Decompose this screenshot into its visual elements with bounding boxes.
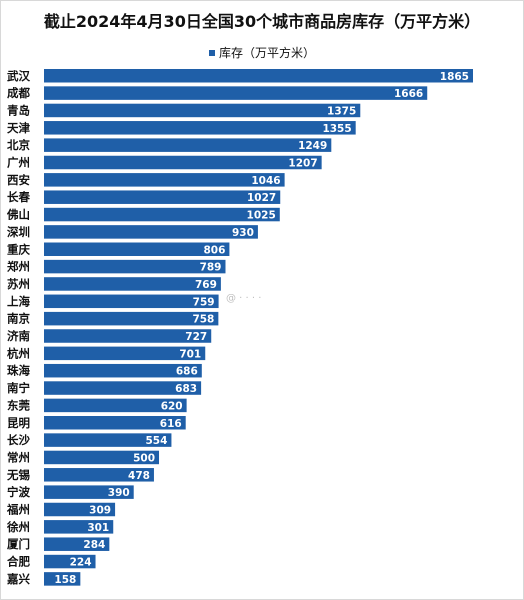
- bar-value-label: 1375: [327, 105, 356, 117]
- category-label: 郑州: [7, 260, 30, 274]
- bar-value-label: 284: [83, 539, 105, 551]
- category-label: 宁波: [7, 485, 30, 499]
- category-label: 成都: [7, 86, 30, 100]
- bar: [44, 450, 160, 465]
- bar: [44, 69, 473, 83]
- bar: [44, 572, 81, 586]
- bar: [44, 554, 96, 569]
- bar-value-label: 478: [128, 470, 150, 482]
- category-label: 天津: [7, 121, 30, 135]
- bar-value-label: 1207: [288, 158, 317, 170]
- bar-value-label: 806: [203, 244, 225, 256]
- bar: [44, 311, 219, 326]
- category-label: 济南: [7, 329, 30, 343]
- category-label: 重庆: [7, 242, 30, 256]
- bar-value-label: 158: [54, 574, 76, 586]
- bar-value-label: 309: [89, 505, 111, 517]
- category-label: 常州: [7, 450, 30, 464]
- bar-value-label: 1249: [298, 140, 327, 152]
- bar: [44, 103, 361, 118]
- bar: [44, 468, 154, 482]
- category-label: 杭州: [7, 346, 30, 360]
- bar-value-label: 683: [175, 383, 197, 395]
- bar: [44, 242, 230, 256]
- bar-value-label: 701: [179, 348, 201, 360]
- bar: [44, 502, 116, 517]
- category-label: 西安: [7, 173, 30, 187]
- bar-value-label: 1025: [247, 210, 276, 222]
- bar: [44, 398, 187, 413]
- bar: [44, 294, 219, 309]
- category-label: 徐州: [6, 520, 30, 534]
- bar: [44, 155, 322, 170]
- category-label: 厦门: [7, 537, 30, 551]
- bar-value-label: 789: [200, 262, 222, 274]
- category-label: 北京: [7, 138, 30, 152]
- bar: [44, 225, 258, 239]
- bar-value-label: 930: [232, 227, 254, 239]
- bar-value-label: 224: [70, 557, 92, 569]
- category-label: 珠海: [7, 364, 30, 378]
- bar-value-label: 1865: [440, 71, 469, 83]
- bar: [44, 485, 134, 499]
- bar-value-label: 1666: [394, 88, 423, 100]
- category-label: 青岛: [7, 103, 30, 117]
- bar: [44, 363, 202, 378]
- bar-value-label: 620: [161, 400, 183, 412]
- bar: [44, 207, 280, 222]
- category-label: 合肥: [7, 555, 30, 569]
- bar-value-label: 1027: [247, 192, 276, 204]
- bar-value-label: 1046: [251, 175, 280, 187]
- bar-value-label: 390: [108, 487, 130, 499]
- bar: [44, 173, 285, 187]
- bar-value-label: 759: [193, 296, 215, 308]
- bar: [44, 537, 110, 551]
- category-label: 长沙: [7, 433, 30, 447]
- bar-value-label: 554: [146, 435, 168, 447]
- bar-value-label: 727: [185, 331, 207, 343]
- category-label: 佛山: [6, 208, 30, 222]
- bar: [44, 138, 332, 152]
- category-label: 东莞: [7, 398, 30, 412]
- category-label: 武汉: [7, 69, 30, 83]
- bar: [44, 381, 202, 395]
- bar: [44, 259, 226, 274]
- category-label: 南宁: [7, 381, 30, 395]
- bar: [44, 277, 221, 291]
- category-label: 昆明: [7, 416, 30, 430]
- bar-value-label: 301: [87, 522, 109, 534]
- bar: [44, 416, 186, 430]
- bar: [44, 86, 428, 100]
- category-label: 上海: [7, 294, 30, 308]
- bar-value-label: 500: [133, 452, 155, 464]
- category-label: 苏州: [7, 277, 30, 291]
- bar: [44, 346, 206, 361]
- category-label: 福州: [6, 503, 30, 517]
- chart-legend: 库存（万平方米）: [0, 44, 524, 61]
- category-label: 无锡: [6, 468, 30, 482]
- bar: [44, 121, 356, 135]
- bar-value-label: 758: [192, 314, 214, 326]
- bar: [44, 520, 114, 534]
- category-label: 广州: [7, 156, 30, 170]
- bar-value-label: 1355: [322, 123, 351, 135]
- category-label: 嘉兴: [6, 572, 30, 586]
- category-label: 长春: [7, 190, 30, 204]
- category-label: 深圳: [7, 225, 30, 239]
- bar: [44, 329, 212, 343]
- legend-label: 库存（万平方米）: [218, 46, 315, 60]
- bar: [44, 433, 172, 447]
- bar-value-label: 616: [160, 418, 182, 430]
- watermark: @ · · · ·: [226, 293, 262, 304]
- category-label: 南京: [7, 312, 30, 326]
- legend-swatch: [208, 49, 215, 56]
- bar-value-label: 769: [195, 279, 217, 291]
- bar-value-label: 686: [176, 366, 198, 378]
- chart-title: 截止2024年4月30日全国30个城市商品房库存（万平方米）: [43, 12, 481, 31]
- bar: [44, 190, 281, 204]
